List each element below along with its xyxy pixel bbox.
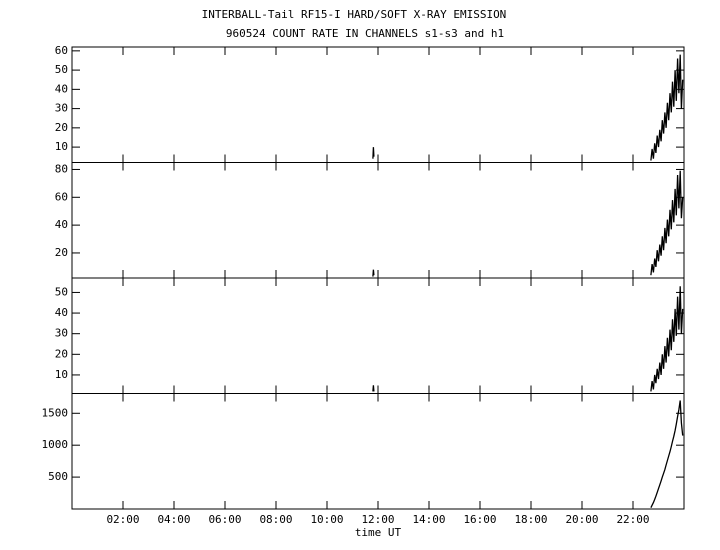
- x-tick-label: 20:00: [565, 513, 598, 526]
- y-tick-label: 50: [55, 63, 68, 76]
- y-tick-label: 500: [48, 470, 68, 483]
- data-line: [650, 286, 684, 392]
- y-tick-label: 10: [55, 140, 68, 153]
- x-tick-label: 04:00: [157, 513, 190, 526]
- x-tick-label: 22:00: [616, 513, 649, 526]
- x-tick-label: 16:00: [463, 513, 496, 526]
- y-tick-label: 60: [55, 44, 68, 57]
- y-tick-label: 20: [55, 246, 68, 259]
- y-tick-label: 40: [55, 218, 68, 231]
- data-line: [650, 400, 684, 508]
- data-line: [372, 147, 375, 159]
- y-tick-label: 10: [55, 368, 68, 381]
- y-tick-label: 1500: [42, 406, 69, 419]
- x-tick-label: 12:00: [361, 513, 394, 526]
- y-tick-label: 50: [55, 285, 68, 298]
- x-tick-label: 10:00: [310, 513, 343, 526]
- y-tick-label: 20: [55, 347, 68, 360]
- y-tick-label: 40: [55, 306, 68, 319]
- plot-frame: [71, 277, 685, 394]
- data-line: [372, 385, 375, 392]
- x-axis-label: time UT: [355, 526, 402, 539]
- y-tick-label: 60: [55, 190, 68, 203]
- y-tick-label: 80: [55, 162, 68, 175]
- chart-subtitle: 960524 COUNT RATE IN CHANNELS s1-s3 and …: [226, 27, 504, 40]
- plot-frame: [71, 46, 685, 163]
- plot-frame: [71, 162, 685, 279]
- data-line: [650, 170, 684, 276]
- y-tick-label: 30: [55, 327, 68, 340]
- y-tick-label: 1000: [42, 438, 69, 451]
- plot-frame: [71, 393, 685, 510]
- y-tick-label: 40: [55, 82, 68, 95]
- x-tick-label: 02:00: [106, 513, 139, 526]
- x-tick-label: 08:00: [259, 513, 292, 526]
- x-tick-label: 14:00: [412, 513, 445, 526]
- data-line: [372, 269, 375, 277]
- x-tick-label: 18:00: [514, 513, 547, 526]
- chart-title: INTERBALL-Tail RF15-I HARD/SOFT X-RAY EM…: [202, 8, 507, 21]
- x-tick-label: 06:00: [208, 513, 241, 526]
- data-line: [650, 54, 684, 161]
- y-tick-label: 20: [55, 121, 68, 134]
- y-tick-label: 30: [55, 102, 68, 115]
